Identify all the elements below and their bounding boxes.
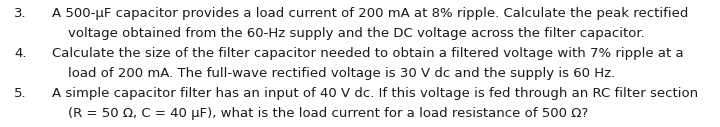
Text: 5.: 5. [14, 87, 27, 100]
Text: A simple capacitor filter has an input of 40 V dc. If this voltage is fed throug: A simple capacitor filter has an input o… [52, 87, 698, 100]
Text: load of 200 mA. The full-wave rectified voltage is 30 V dc and the supply is 60 : load of 200 mA. The full-wave rectified … [68, 67, 616, 80]
Text: voltage obtained from the 60-Hz supply and the DC voltage across the filter capa: voltage obtained from the 60-Hz supply a… [68, 27, 644, 40]
Text: 4.: 4. [14, 47, 27, 60]
Text: (R = 50 Ω, C = 40 μF), what is the load current for a load resistance of 500 Ω?: (R = 50 Ω, C = 40 μF), what is the load … [68, 107, 588, 120]
Text: Calculate the size of the filter capacitor needed to obtain a filtered voltage w: Calculate the size of the filter capacit… [52, 47, 683, 60]
Text: 3.: 3. [14, 7, 27, 20]
Text: A 500-μF capacitor provides a load current of 200 mA at 8% ripple. Calculate the: A 500-μF capacitor provides a load curre… [52, 7, 688, 20]
